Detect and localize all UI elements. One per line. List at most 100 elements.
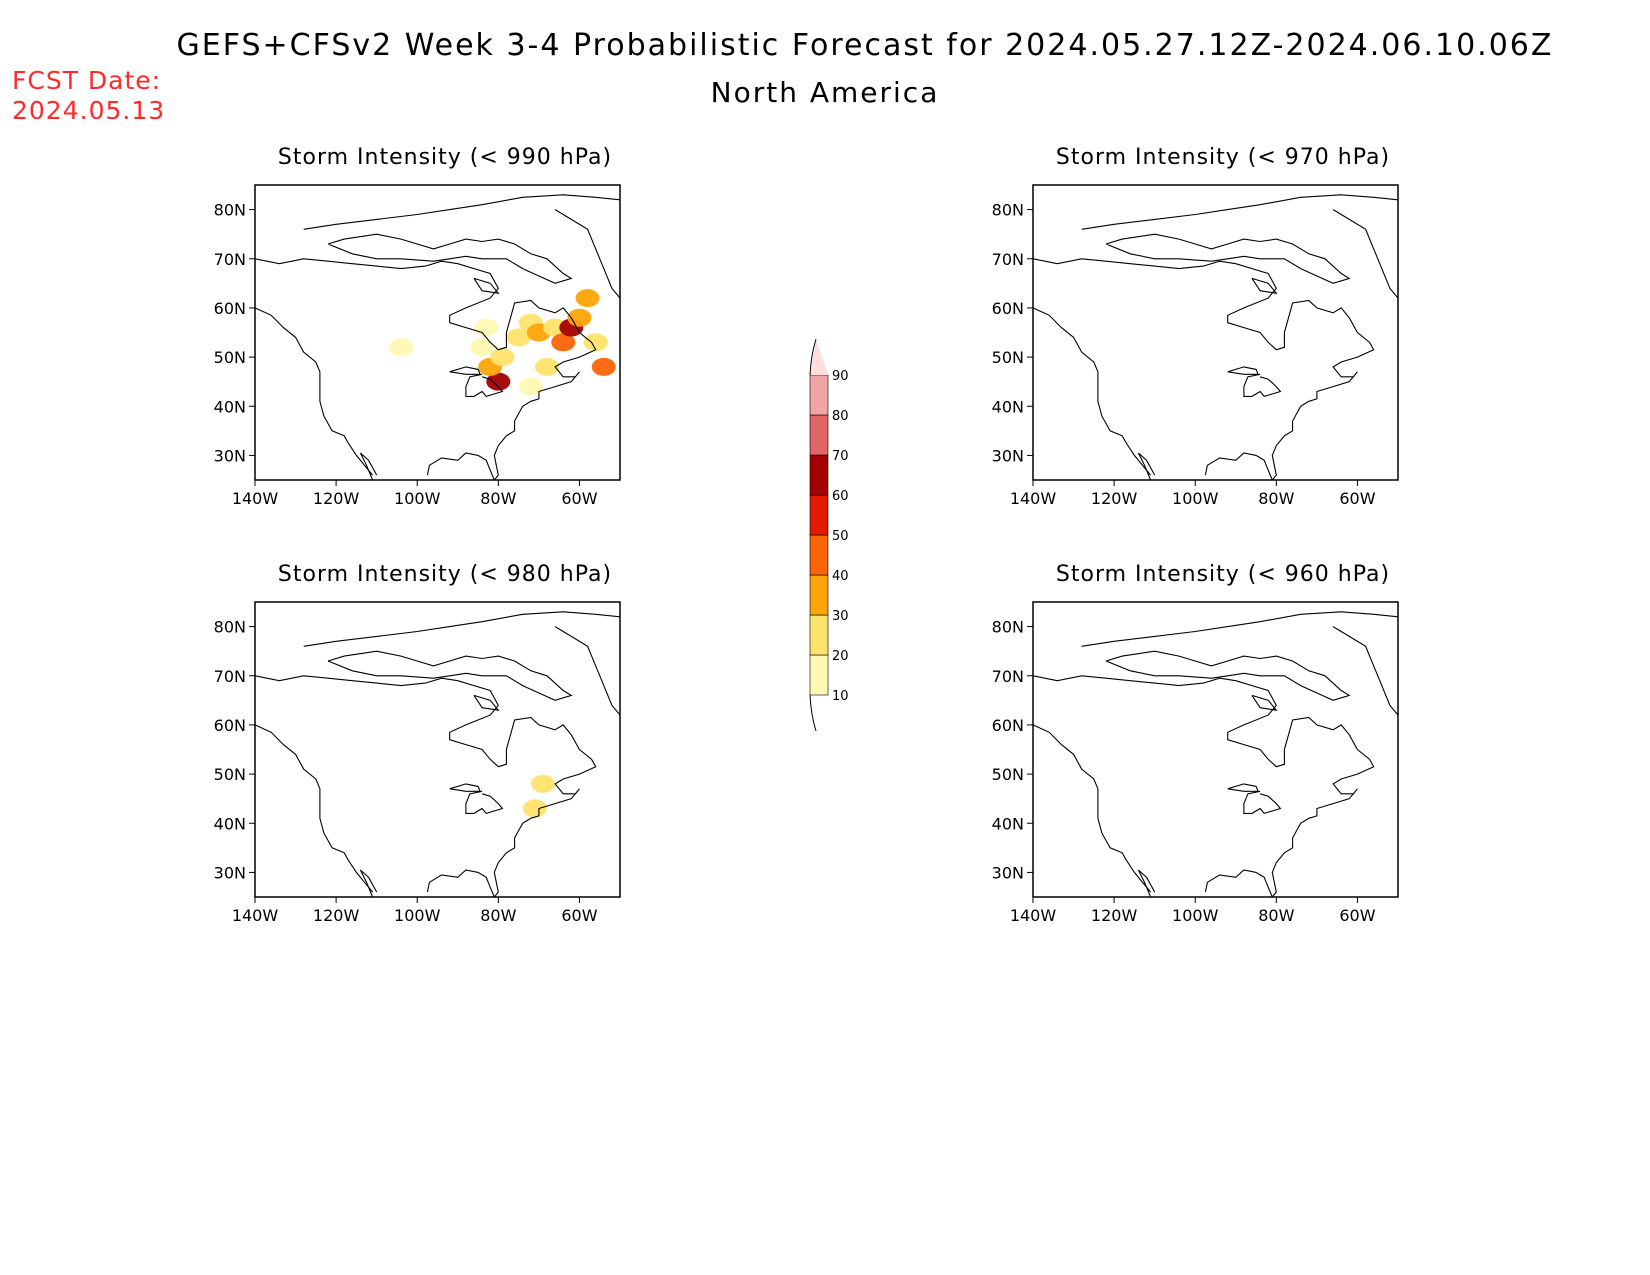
map-panel-970: Storm Intensity (< 970 hPa) 80N 70N 60N 50N… <box>978 145 1399 508</box>
colorbar-label: 30 <box>832 609 849 624</box>
coastline <box>1105 233 1351 284</box>
coastline <box>303 194 620 230</box>
coastline <box>1227 783 1259 792</box>
map-panel-990: Storm Intensity (< 990 hPa) 80N 70N 60N 50N… <box>200 145 621 508</box>
lat-tick-label: 70N <box>214 250 246 269</box>
lon-tick-label: 140W <box>232 489 279 508</box>
coastline <box>1243 373 1282 398</box>
lat-tick-label: 50N <box>214 765 246 784</box>
colorbar-top-cap <box>810 339 828 375</box>
probability-region <box>486 372 511 391</box>
probability-region <box>535 357 559 376</box>
map-plot: 80N 70N 60N 50N 40N 30N 140W 120W 100W 80W 60W <box>214 184 621 508</box>
panel-title: Storm Intensity (< 990 hPa) <box>277 145 613 170</box>
coastline <box>255 675 597 897</box>
colorbar-label: 50 <box>832 529 849 544</box>
coastline <box>1332 626 1398 716</box>
probability-region <box>490 348 515 367</box>
lat-tick-label: 50N <box>992 765 1024 784</box>
lon-tick-label: 120W <box>1091 906 1138 925</box>
colorbar-label: 10 <box>832 689 849 704</box>
probability-region <box>591 357 616 376</box>
lat-tick-label: 30N <box>992 446 1024 465</box>
coastline <box>1332 209 1398 299</box>
page-title: GEFS+CFSv2 Week 3-4 Probabilistic Foreca… <box>176 28 1554 63</box>
lat-tick-label: 30N <box>992 863 1024 882</box>
colorbar-label: 40 <box>832 569 849 584</box>
probability-region <box>389 338 413 357</box>
forecast-date-value: 2024.05.13 <box>12 96 166 125</box>
probability-region <box>575 289 600 308</box>
lat-tick-label: 60N <box>214 716 246 735</box>
lon-tick-label: 100W <box>1172 489 1219 508</box>
lon-tick-label: 120W <box>1091 489 1138 508</box>
panel-title: Storm Intensity (< 960 hPa) <box>1055 562 1391 587</box>
coastline <box>303 611 620 647</box>
lat-tick-label: 40N <box>992 397 1024 416</box>
map-frame <box>1032 184 1399 481</box>
colorbar-label: 70 <box>832 449 849 464</box>
coastline <box>1105 650 1351 701</box>
map-panel-980: Storm Intensity (< 980 hPa) 80N 70N 60N 50N… <box>200 562 621 925</box>
probability-region <box>470 338 495 357</box>
coastline <box>465 790 504 815</box>
lon-tick-label: 80W <box>1258 906 1294 925</box>
lon-tick-label: 140W <box>1010 906 1057 925</box>
coastline <box>1227 366 1259 375</box>
coastline <box>473 694 500 711</box>
colorbar-swatch <box>809 654 829 696</box>
colorbar-swatch <box>809 414 829 456</box>
lat-tick-label: 40N <box>214 397 246 416</box>
coastline <box>255 307 374 476</box>
map-frame <box>254 601 621 898</box>
probability-region <box>583 333 608 352</box>
lon-tick-label: 120W <box>313 489 360 508</box>
coastline <box>359 452 378 480</box>
lat-tick-label: 70N <box>992 250 1024 269</box>
lon-tick-label: 60W <box>1339 906 1375 925</box>
coastline <box>554 209 620 299</box>
coastline <box>327 650 573 701</box>
colorbar: 90 80 70 60 50 40 30 20 10 <box>809 338 849 732</box>
coastline <box>465 373 504 398</box>
coastline <box>1243 790 1282 815</box>
lon-tick-label: 60W <box>1339 489 1375 508</box>
lat-tick-label: 70N <box>992 667 1024 686</box>
map-frame <box>254 184 621 481</box>
map-plot: 80N 70N 60N 50N 40N 30N 140W 120W 100W 80W 60W <box>214 601 621 925</box>
lat-tick-label: 60N <box>992 716 1024 735</box>
lon-tick-label: 80W <box>1258 489 1294 508</box>
lat-tick-label: 80N <box>214 618 246 637</box>
colorbar-label: 20 <box>832 649 849 664</box>
lat-tick-label: 50N <box>992 348 1024 367</box>
panel-title: Storm Intensity (< 970 hPa) <box>1055 145 1391 170</box>
coastline <box>327 233 573 284</box>
coastline <box>1081 194 1398 230</box>
coastline <box>1137 452 1156 480</box>
probability-region <box>530 774 555 793</box>
colorbar-label: 80 <box>832 409 849 424</box>
lon-tick-label: 80W <box>480 906 516 925</box>
coastline <box>1033 724 1152 893</box>
colorbar-swatch <box>809 534 829 576</box>
coastline <box>1251 694 1278 711</box>
lat-tick-label: 80N <box>992 201 1024 220</box>
probability-region <box>551 333 576 352</box>
lat-tick-label: 80N <box>992 618 1024 637</box>
lat-tick-label: 70N <box>214 667 246 686</box>
coastline <box>1081 611 1398 647</box>
coastline <box>449 366 481 375</box>
colorbar-label: 90 <box>832 369 849 384</box>
coastline <box>1033 307 1152 476</box>
colorbar-swatch <box>809 494 829 536</box>
lat-tick-label: 50N <box>214 348 246 367</box>
coastline <box>359 869 378 897</box>
coastline <box>554 626 620 716</box>
lon-tick-label: 140W <box>232 906 279 925</box>
forecast-date-block: FCST Date: 2024.05.13 <box>12 66 165 126</box>
map-plot: 80N 70N 60N 50N 40N 30N 140W 120W 100W 80W 60W <box>992 184 1399 508</box>
coastline <box>1033 675 1375 897</box>
probability-region <box>518 377 543 396</box>
lon-tick-label: 140W <box>1010 489 1057 508</box>
coastline <box>255 724 374 893</box>
